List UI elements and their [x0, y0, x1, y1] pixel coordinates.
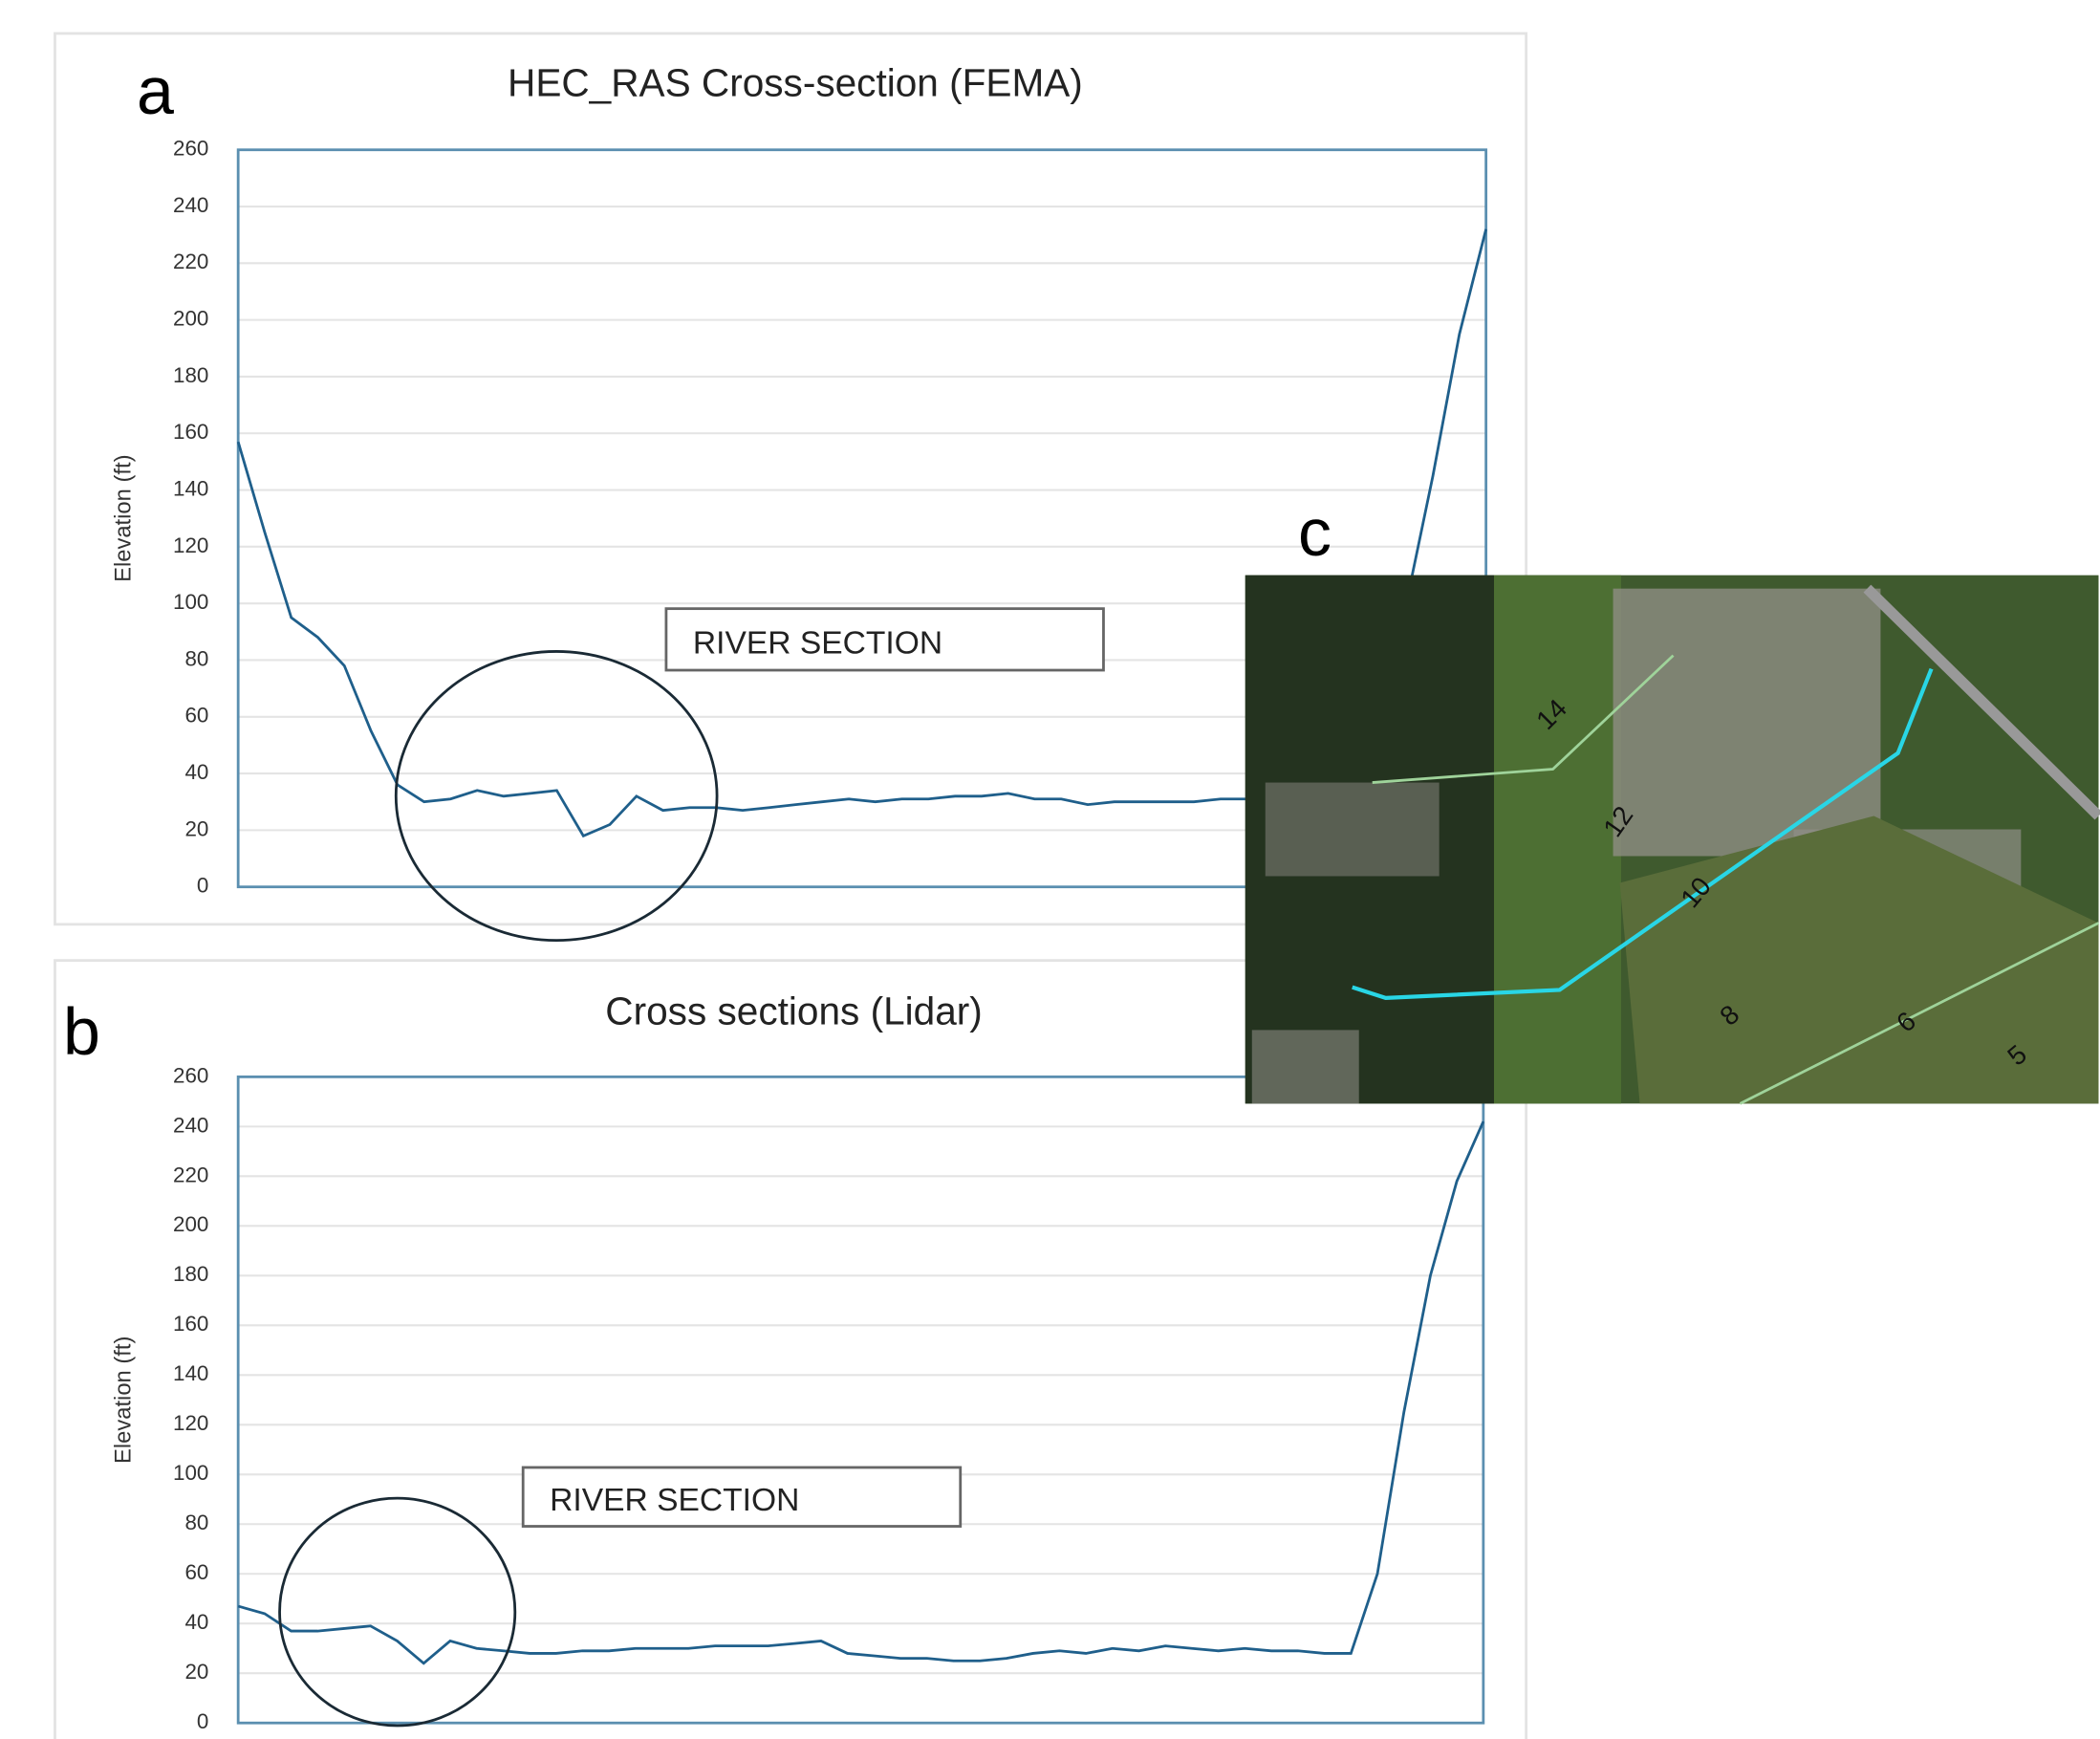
map-town: [1266, 783, 1440, 877]
y-tick-label: 180: [173, 363, 208, 387]
y-tick-label: 140: [173, 476, 208, 500]
y-axis-label: Elevation (ft): [111, 454, 137, 581]
y-tick-label: 120: [173, 533, 208, 557]
figure: a HEC_RAS Cross-section (FEMA) 0 20 40 60 80 10…: [0, 0, 2100, 1739]
y-tick-label: 80: [184, 646, 208, 670]
y-tick-label: 200: [173, 307, 208, 331]
panel-label: a: [137, 54, 174, 128]
y-tick-label: 220: [173, 1163, 208, 1186]
y-tick-label: 140: [173, 1361, 208, 1385]
y-tick-label: 260: [173, 1063, 208, 1087]
map-town: [1252, 1030, 1359, 1103]
y-tick-label: 0: [197, 874, 208, 898]
y-tick-label: 20: [184, 816, 208, 840]
y-tick-label: 100: [173, 590, 208, 614]
y-tick-label: 60: [184, 704, 208, 728]
panel-label: b: [63, 994, 100, 1069]
y-tick-label: 180: [173, 1262, 208, 1286]
annotation: RIVER SECTION: [550, 1483, 799, 1518]
chart-title: HEC_RAS Cross-section (FEMA): [508, 60, 1083, 104]
panel-label: c: [1298, 495, 1331, 570]
y-tick-label: 200: [173, 1212, 208, 1236]
y-tick-label: 20: [184, 1660, 208, 1684]
y-tick-label: 60: [184, 1560, 208, 1584]
y-tick-label: 40: [184, 1610, 208, 1634]
y-tick-label: 240: [173, 1113, 208, 1137]
y-tick-label: 260: [173, 137, 208, 161]
y-axis-label: Elevation (ft): [111, 1337, 137, 1464]
y-tick-label: 120: [173, 1411, 208, 1435]
chart-title: Cross sections (Lidar): [605, 989, 982, 1033]
y-tick-label: 80: [184, 1511, 208, 1534]
y-tick-label: 160: [173, 1312, 208, 1336]
map-town: [1613, 589, 1881, 857]
map-field: [1494, 576, 1621, 1104]
y-tick-label: 100: [173, 1461, 208, 1485]
y-tick-label: 240: [173, 193, 208, 217]
y-tick-label: 160: [173, 420, 208, 444]
y-tick-label: 40: [184, 760, 208, 784]
y-tick-label: 220: [173, 250, 208, 273]
y-tick-label: 0: [197, 1709, 208, 1733]
annotation: RIVER SECTION: [693, 625, 942, 661]
